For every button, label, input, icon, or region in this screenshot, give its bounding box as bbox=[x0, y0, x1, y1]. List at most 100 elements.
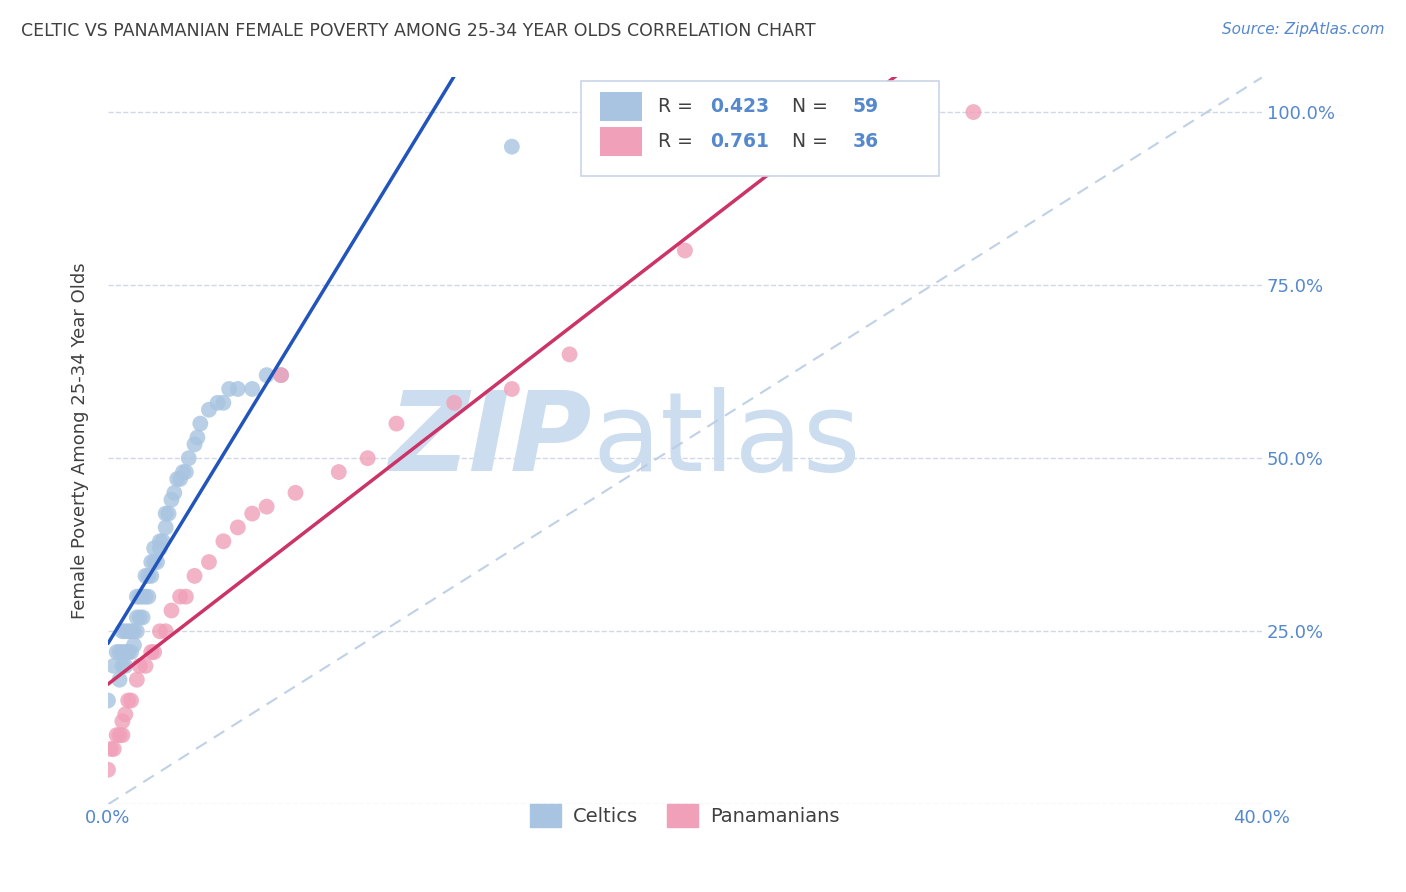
Point bbox=[114, 659, 136, 673]
Text: N =: N = bbox=[779, 132, 834, 151]
Point bbox=[100, 742, 122, 756]
Point bbox=[131, 590, 153, 604]
FancyBboxPatch shape bbox=[599, 92, 643, 121]
Point bbox=[501, 382, 523, 396]
Point bbox=[240, 507, 263, 521]
Point bbox=[131, 610, 153, 624]
Y-axis label: Female Poverty Among 25-34 Year Olds: Female Poverty Among 25-34 Year Olds bbox=[72, 262, 89, 619]
Text: Source: ZipAtlas.com: Source: ZipAtlas.com bbox=[1222, 22, 1385, 37]
Point bbox=[212, 534, 235, 549]
Point bbox=[188, 417, 211, 431]
Point bbox=[134, 590, 156, 604]
Point bbox=[172, 465, 194, 479]
Point bbox=[120, 693, 142, 707]
Text: atlas: atlas bbox=[593, 387, 860, 494]
Point bbox=[143, 541, 166, 556]
Point bbox=[328, 465, 350, 479]
Point bbox=[558, 347, 581, 361]
Point bbox=[169, 472, 191, 486]
Legend: Celtics, Panamanians: Celtics, Panamanians bbox=[523, 797, 848, 835]
Text: 0.761: 0.761 bbox=[710, 132, 769, 151]
Point bbox=[97, 763, 120, 777]
Point bbox=[141, 555, 163, 569]
Point bbox=[962, 105, 984, 120]
Point bbox=[152, 534, 174, 549]
Point bbox=[128, 590, 150, 604]
Point bbox=[198, 402, 221, 417]
Point bbox=[183, 437, 205, 451]
Point bbox=[149, 534, 172, 549]
Point bbox=[105, 645, 128, 659]
Point bbox=[160, 492, 183, 507]
Point bbox=[198, 555, 221, 569]
Point bbox=[174, 465, 197, 479]
Point bbox=[673, 244, 696, 258]
Point bbox=[108, 673, 131, 687]
Text: CELTIC VS PANAMANIAN FEMALE POVERTY AMONG 25-34 YEAR OLDS CORRELATION CHART: CELTIC VS PANAMANIAN FEMALE POVERTY AMON… bbox=[21, 22, 815, 40]
Point bbox=[155, 520, 177, 534]
Text: 36: 36 bbox=[852, 132, 879, 151]
Point bbox=[143, 555, 166, 569]
Point bbox=[128, 610, 150, 624]
Point bbox=[122, 624, 145, 639]
FancyBboxPatch shape bbox=[599, 127, 643, 156]
Point bbox=[256, 500, 278, 514]
Point bbox=[207, 396, 229, 410]
Point bbox=[284, 485, 307, 500]
Point bbox=[157, 507, 180, 521]
Point bbox=[160, 603, 183, 617]
Point bbox=[103, 742, 125, 756]
Point bbox=[108, 645, 131, 659]
Point bbox=[111, 714, 134, 729]
Point bbox=[125, 610, 148, 624]
Point bbox=[226, 520, 249, 534]
Point bbox=[169, 590, 191, 604]
Text: 0.423: 0.423 bbox=[710, 97, 769, 116]
Point bbox=[97, 693, 120, 707]
Point bbox=[125, 590, 148, 604]
Point bbox=[177, 451, 200, 466]
Point bbox=[111, 624, 134, 639]
Point bbox=[256, 368, 278, 383]
Point bbox=[114, 707, 136, 722]
Text: 59: 59 bbox=[852, 97, 879, 116]
Point bbox=[111, 728, 134, 742]
Point bbox=[114, 624, 136, 639]
Point bbox=[163, 485, 186, 500]
Point bbox=[122, 638, 145, 652]
Point bbox=[111, 659, 134, 673]
Point bbox=[108, 728, 131, 742]
Text: ZIP: ZIP bbox=[389, 387, 593, 494]
Point bbox=[143, 645, 166, 659]
Text: N =: N = bbox=[779, 97, 834, 116]
Point bbox=[226, 382, 249, 396]
Point bbox=[141, 569, 163, 583]
Point bbox=[105, 728, 128, 742]
Point bbox=[117, 645, 139, 659]
Point bbox=[149, 624, 172, 639]
Point bbox=[125, 624, 148, 639]
Point bbox=[111, 645, 134, 659]
Point bbox=[166, 472, 188, 486]
Point bbox=[146, 555, 169, 569]
Point bbox=[443, 396, 465, 410]
Point bbox=[120, 645, 142, 659]
Point bbox=[117, 645, 139, 659]
Point bbox=[270, 368, 292, 383]
Point bbox=[138, 590, 160, 604]
Point bbox=[183, 569, 205, 583]
FancyBboxPatch shape bbox=[581, 81, 939, 176]
Point bbox=[356, 451, 378, 466]
Point bbox=[385, 417, 408, 431]
Point bbox=[134, 569, 156, 583]
Text: R =: R = bbox=[658, 132, 699, 151]
Point bbox=[155, 507, 177, 521]
Point bbox=[103, 659, 125, 673]
Point bbox=[501, 139, 523, 153]
Point bbox=[270, 368, 292, 383]
Point bbox=[128, 659, 150, 673]
Point bbox=[218, 382, 240, 396]
Point bbox=[186, 430, 208, 444]
Point bbox=[141, 645, 163, 659]
Point bbox=[134, 659, 156, 673]
